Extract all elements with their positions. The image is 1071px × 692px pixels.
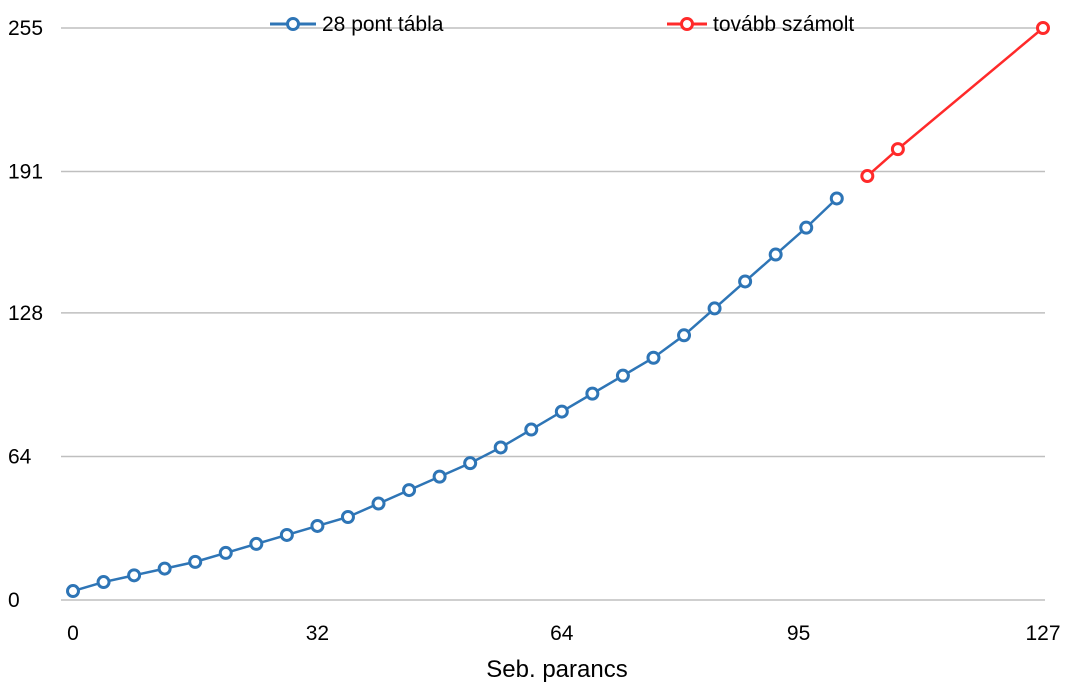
y-tick-label-0: 0 <box>8 589 20 612</box>
data-point <box>646 350 661 365</box>
legend-label: 28 pont tábla <box>322 13 444 36</box>
x-axis-ticks: 0 32 64 95 127 <box>67 622 1060 645</box>
data-point <box>890 142 905 157</box>
x-tick-label-95: 95 <box>787 622 810 645</box>
data-point <box>432 469 447 484</box>
x-tick-label-127: 127 <box>1025 622 1060 645</box>
legend-swatch-marker <box>286 17 300 31</box>
data-point <box>402 483 417 498</box>
y-tick-label-128: 128 <box>8 302 43 325</box>
gridlines <box>61 27 1045 601</box>
data-point <box>615 368 630 383</box>
y-tick-label-191: 191 <box>8 161 43 184</box>
data-point <box>1036 21 1050 35</box>
data-point <box>707 301 722 316</box>
legend-item-1: 28 pont tábla <box>270 13 444 36</box>
data-point <box>463 456 478 471</box>
x-tick-label-0: 0 <box>67 622 79 645</box>
data-point <box>493 440 508 455</box>
data-point <box>524 422 539 437</box>
series-1 <box>66 191 844 599</box>
data-point <box>860 169 875 184</box>
data-point <box>157 561 172 576</box>
y-axis-ticks: 0 64 128 191 255 <box>8 17 43 612</box>
series-layer <box>66 21 1050 599</box>
data-point <box>738 274 753 289</box>
x-tick-label-32: 32 <box>306 622 329 645</box>
data-point <box>371 496 386 511</box>
legend-swatch-marker <box>680 17 694 31</box>
data-point <box>768 247 783 262</box>
legend-label: tovább számolt <box>713 13 854 36</box>
y-tick-label-255: 255 <box>8 17 43 40</box>
data-point <box>585 386 600 401</box>
data-point <box>127 568 142 583</box>
data-point <box>249 536 264 551</box>
legend: 28 pont tábla tovább számolt <box>270 13 854 36</box>
data-point <box>829 191 844 206</box>
data-point <box>96 575 111 590</box>
data-point <box>279 527 294 542</box>
x-axis-title: Seb. parancs <box>486 656 627 683</box>
data-point <box>66 584 80 599</box>
data-point <box>340 510 355 525</box>
data-point <box>188 554 203 569</box>
data-point <box>310 518 325 533</box>
y-tick-label-64: 64 <box>8 445 32 468</box>
x-tick-label-64: 64 <box>550 622 574 645</box>
series-1-line <box>72 197 838 593</box>
series-2 <box>860 21 1050 184</box>
data-point <box>799 220 814 235</box>
data-point <box>218 545 233 560</box>
legend-item-2: tovább számolt <box>667 13 854 36</box>
data-point <box>677 328 692 343</box>
data-point <box>554 404 569 419</box>
